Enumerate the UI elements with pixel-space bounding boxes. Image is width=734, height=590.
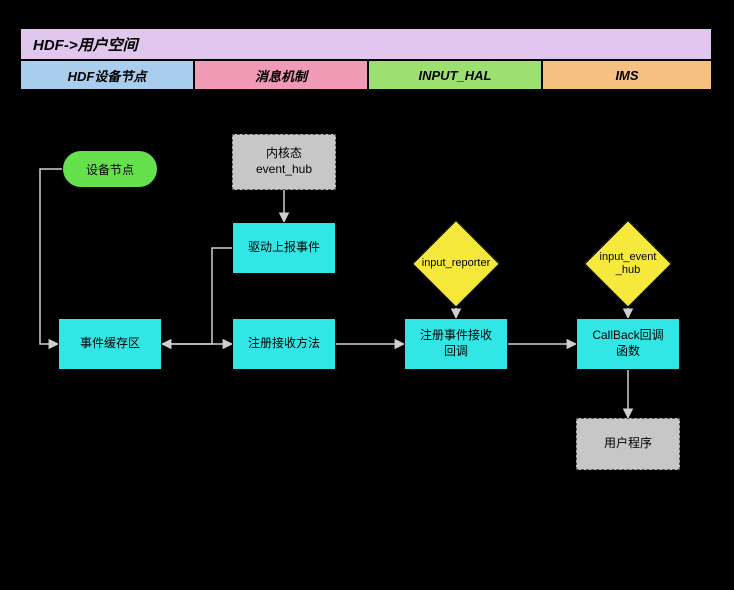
node-event_buffer-label: 事件缓存区 xyxy=(80,336,140,352)
node-register_cb-label: 注册事件接收 回调 xyxy=(420,328,492,359)
lane-input-hal-header: INPUT_HAL xyxy=(368,60,542,90)
node-kernel_eventhub: 内核态 event_hub xyxy=(232,134,336,190)
node-device_node-label: 设备节点 xyxy=(86,161,134,178)
lane-ims-header: IMS xyxy=(542,60,712,90)
lane-message-label: 消息机制 xyxy=(255,66,307,85)
node-user_program: 用户程序 xyxy=(576,418,680,470)
node-driver_report: 驱动上报事件 xyxy=(232,222,336,274)
node-kernel_eventhub-label: 内核态 event_hub xyxy=(256,146,312,177)
lane-ims-label: IMS xyxy=(615,68,638,83)
node-callback_fn: CallBack回调 函数 xyxy=(576,318,680,370)
node-register_cb: 注册事件接收 回调 xyxy=(404,318,508,370)
lane-hdf-device-label: HDF设备节点 xyxy=(68,66,147,85)
lane-input-hal-label: INPUT_HAL xyxy=(419,68,492,83)
title-text: HDF->用户空间 xyxy=(33,34,138,55)
node-user_program-label: 用户程序 xyxy=(604,436,652,452)
lane-message-header: 消息机制 xyxy=(194,60,368,90)
node-register_recv-label: 注册接收方法 xyxy=(248,336,320,352)
node-input_event_hub: input_event _hub xyxy=(584,220,672,308)
node-driver_report-label: 驱动上报事件 xyxy=(248,240,320,256)
node-input_event_hub-label: input_event _hub xyxy=(584,220,672,308)
lane-hdf-device-header: HDF设备节点 xyxy=(20,60,194,90)
node-event_buffer: 事件缓存区 xyxy=(58,318,162,370)
node-callback_fn-label: CallBack回调 函数 xyxy=(592,328,663,359)
title-bar: HDF->用户空间 xyxy=(20,28,712,60)
node-device_node: 设备节点 xyxy=(62,150,158,188)
node-input_reporter-label: input_reporter xyxy=(412,220,500,308)
node-register_recv: 注册接收方法 xyxy=(232,318,336,370)
node-input_reporter: input_reporter xyxy=(412,220,500,308)
diagram-canvas: HDF->用户空间 HDF设备节点 消息机制 INPUT_HAL IMS 设备节点事件缓存… xyxy=(0,0,734,590)
